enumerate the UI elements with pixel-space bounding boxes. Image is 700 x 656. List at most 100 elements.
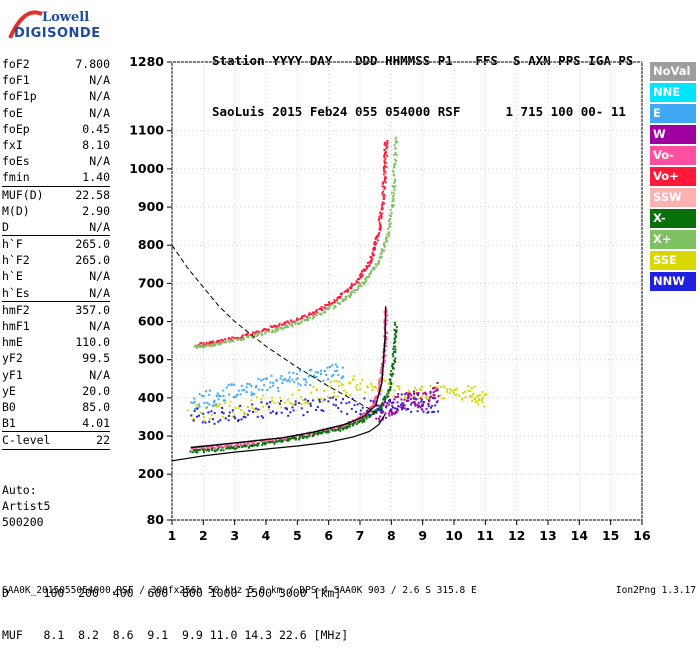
echo-point xyxy=(231,411,234,414)
muf-distance-row: D 100 200 400 600 800 1000 1500 3000 [km… xyxy=(2,586,342,600)
echo-point xyxy=(410,403,413,406)
param-row: hmF2 357.0 xyxy=(2,302,110,318)
header-labels: Station YYYY DAY DDD HHMMSS P1 FFS S AXN… xyxy=(212,53,634,68)
echo-point xyxy=(394,323,397,326)
echo-point xyxy=(360,276,362,279)
echo-point xyxy=(204,407,207,409)
echo-point xyxy=(384,354,387,357)
echo-point xyxy=(265,442,268,445)
echo-point xyxy=(283,323,286,326)
echo-point xyxy=(396,141,399,144)
echo-point xyxy=(280,323,283,326)
echo-point xyxy=(307,313,310,316)
echo-point xyxy=(202,412,205,415)
echo-point xyxy=(333,299,336,302)
echo-point xyxy=(232,446,235,449)
echo-point xyxy=(205,449,208,452)
echo-point xyxy=(195,446,198,449)
echo-point xyxy=(403,407,406,410)
echo-point xyxy=(296,318,298,321)
echo-point xyxy=(461,392,464,395)
echo-point xyxy=(243,442,246,445)
echo-point xyxy=(286,408,288,411)
echo-point xyxy=(190,414,193,417)
echo-point xyxy=(387,234,390,237)
echo-point xyxy=(234,407,237,410)
echo-point xyxy=(322,409,325,412)
echo-point xyxy=(279,439,282,442)
echo-point xyxy=(388,414,391,417)
echo-point xyxy=(400,393,403,396)
echo-point xyxy=(230,443,233,446)
echo-point xyxy=(361,406,364,409)
echo-point xyxy=(234,417,237,420)
echo-point xyxy=(292,371,295,374)
echo-point xyxy=(271,326,273,329)
echo-point xyxy=(269,386,272,389)
echo-point xyxy=(334,429,337,432)
echo-point xyxy=(393,333,396,336)
echo-point xyxy=(315,308,318,311)
echo-point xyxy=(240,442,243,445)
echo-point xyxy=(312,316,315,318)
echo-point xyxy=(288,438,291,441)
echo-point xyxy=(337,301,340,304)
echo-point xyxy=(229,400,232,403)
y-tick-label: 1000 xyxy=(129,161,164,176)
echo-point xyxy=(198,449,201,452)
echo-point xyxy=(298,389,301,392)
echo-point xyxy=(416,403,419,406)
echo-point xyxy=(381,249,384,252)
echo-point xyxy=(472,392,475,395)
echo-point xyxy=(322,430,324,433)
echo-point xyxy=(350,287,353,290)
echo-point xyxy=(304,383,307,386)
echo-point xyxy=(333,379,336,382)
echo-point xyxy=(350,282,353,285)
echo-point xyxy=(345,391,348,394)
echo-point xyxy=(231,338,234,341)
echo-point xyxy=(213,401,215,404)
echo-point xyxy=(327,304,330,307)
echo-point xyxy=(433,410,435,413)
y-tick-label: 600 xyxy=(138,314,164,329)
echo-point xyxy=(224,417,227,420)
echo-point xyxy=(406,395,409,398)
echo-point xyxy=(200,411,203,414)
echo-point xyxy=(469,395,472,397)
echo-point xyxy=(358,282,361,285)
echo-point xyxy=(306,411,309,413)
echo-point xyxy=(361,270,363,273)
echo-point xyxy=(248,446,251,449)
echo-point xyxy=(228,393,231,396)
echo-point xyxy=(392,348,395,350)
echo-point xyxy=(401,402,404,405)
echo-point xyxy=(407,395,410,398)
echo-point xyxy=(235,336,238,339)
polarization-legend: NoVal NNE E W Vo- Vo+ SSW X- X+ SSE NNW xyxy=(650,62,696,293)
param-label: M(D) xyxy=(2,203,30,218)
echo-point xyxy=(327,400,330,403)
echo-point xyxy=(241,334,244,337)
echo-point xyxy=(476,394,479,397)
echo-point xyxy=(385,236,388,239)
echo-point xyxy=(349,293,352,296)
echo-point xyxy=(417,406,420,409)
echo-point xyxy=(303,314,306,317)
echo-point xyxy=(361,418,364,421)
echo-point xyxy=(196,407,199,410)
echo-point xyxy=(432,391,435,394)
echo-point xyxy=(376,235,379,238)
echo-point xyxy=(202,446,205,449)
echo-point xyxy=(334,305,336,308)
echo-point xyxy=(335,380,338,383)
echo-point xyxy=(307,375,310,378)
echo-point xyxy=(240,418,243,421)
echo-point xyxy=(199,448,202,451)
echo-point xyxy=(317,433,320,436)
echo-point xyxy=(378,382,380,385)
echo-point xyxy=(210,410,213,413)
echo-point xyxy=(474,398,477,401)
echo-point xyxy=(422,401,425,403)
echo-point xyxy=(250,334,253,337)
